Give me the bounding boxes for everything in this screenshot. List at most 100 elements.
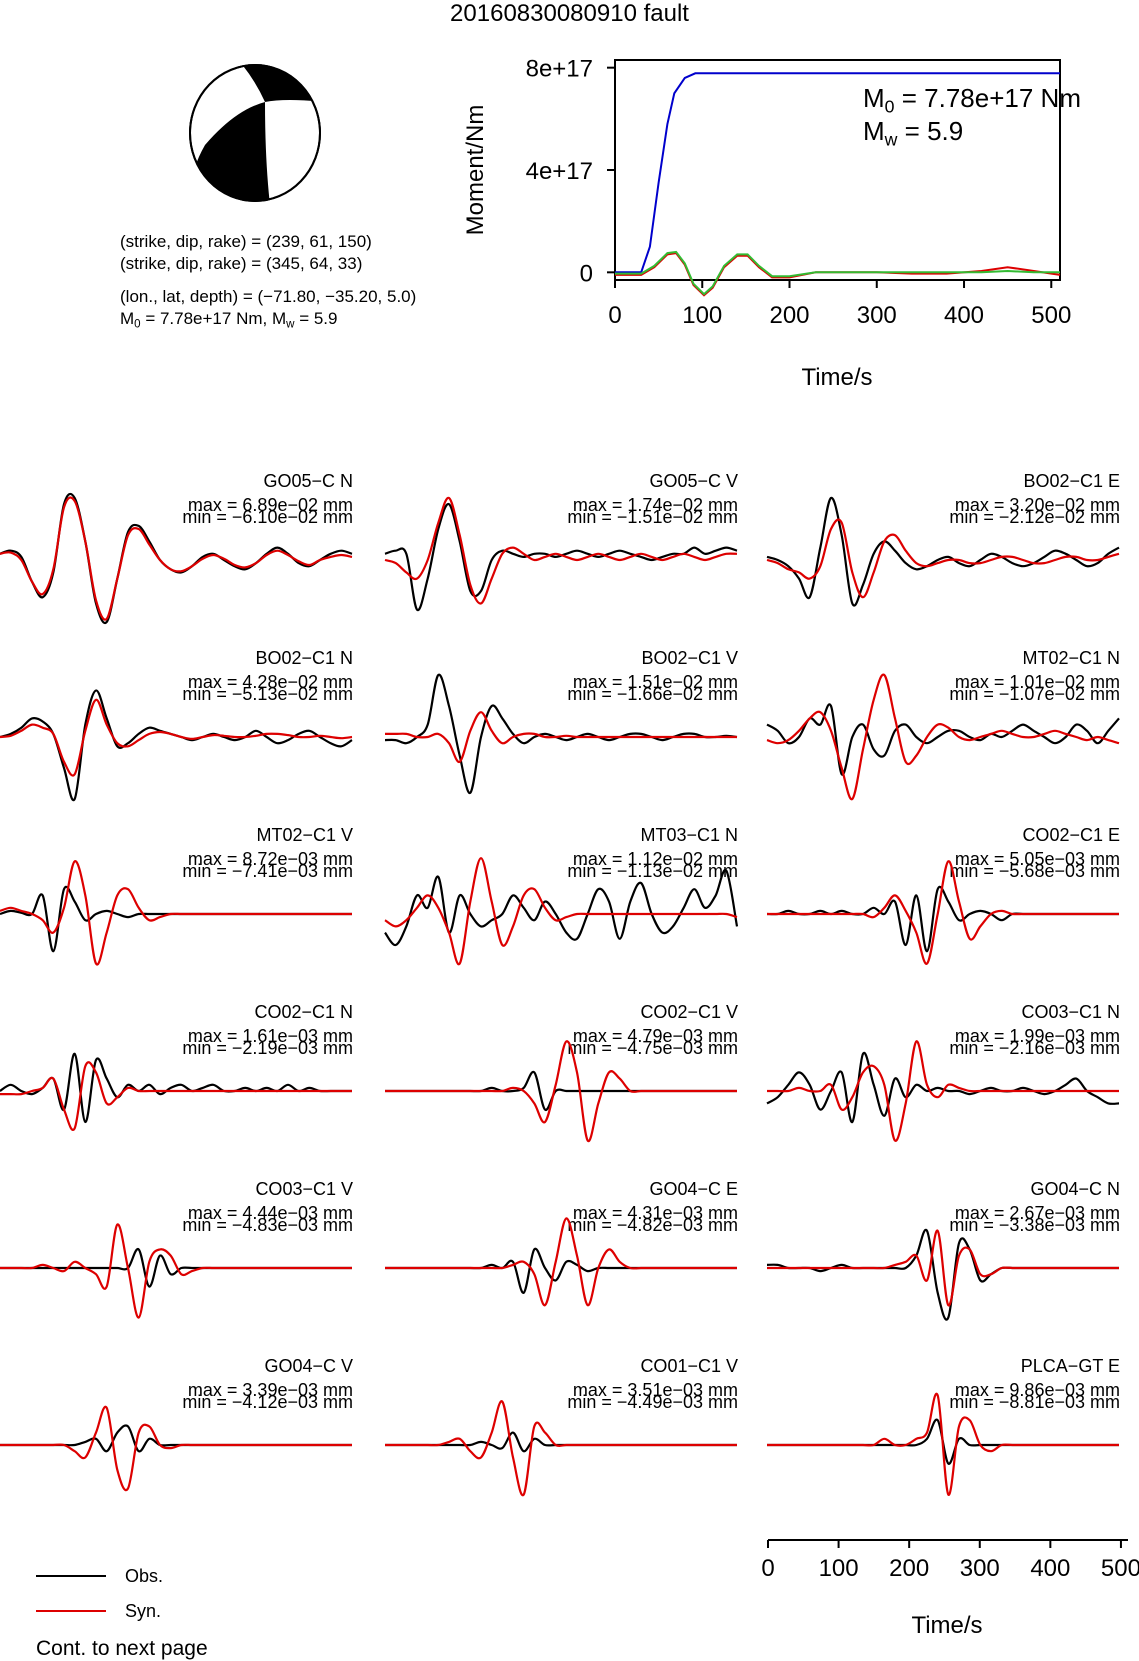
station-min: min = −5.13e−02 mm (182, 684, 353, 704)
station-max: max = 1.74e−02 mm (573, 495, 738, 515)
station-name: CO02−C1 N (254, 1002, 353, 1022)
synthetic-trace (0, 1061, 352, 1131)
observed-trace (766, 885, 1119, 953)
moment-magnitude-summary: M0 = 7.78e+17 Nm, Mw = 5.9 (120, 309, 338, 331)
observed-trace (384, 868, 739, 947)
station-min: min = −1.66e−02 mm (567, 684, 738, 704)
station-min: min = −4.49e−03 mm (567, 1392, 738, 1412)
synthetic-trace (384, 1217, 737, 1307)
observed-trace (766, 703, 1120, 776)
observed-trace (384, 1247, 737, 1294)
station-min: min = −2.19e−03 mm (182, 1038, 353, 1058)
station-min: min = −4.12e−03 mm (182, 1392, 353, 1412)
station-max: max = 4.44e−03 mm (188, 1203, 353, 1223)
synthetic-trace (766, 860, 1119, 965)
station-name: GO04−C N (1030, 1179, 1120, 1199)
station-min: min = −7.41e−03 mm (182, 861, 353, 881)
moment-function-chart: 0 100 200 300 400 500 0 4e+17 8e+17 (526, 56, 1072, 329)
station-name: GO04−C E (649, 1179, 738, 1199)
waveform-x-tick-label: 400 (1030, 1555, 1070, 1582)
station-name: CO03−C1 N (1021, 1002, 1120, 1022)
station-name: MT02−C1 V (256, 825, 353, 845)
station-min: min = −8.81e−03 mm (949, 1392, 1120, 1412)
synthetic-trace (0, 1405, 352, 1492)
legend-syn-label: Syn. (125, 1601, 162, 1621)
synthetic-trace (0, 1223, 352, 1319)
continued-note: Cont. to next page (36, 1637, 208, 1660)
moment-annotation-mw: Mw = 5.9 (863, 116, 964, 150)
station-max: max = 1.12e−02 mm (573, 849, 738, 869)
moment-x-tick-label: 300 (857, 302, 897, 329)
synthetic-trace (0, 496, 353, 621)
station-min: min = −4.83e−03 mm (182, 1215, 353, 1235)
moment-y-tick-label: 0 (580, 260, 593, 287)
station-max: max = 1.99e−03 mm (955, 1026, 1120, 1046)
station-name: BO02−C1 V (641, 648, 738, 668)
station-min: min = −1.13e−02 mm (567, 861, 738, 881)
synthetic-trace (0, 698, 353, 777)
moment-y-tick-label: 8e+17 (526, 56, 593, 83)
station-min: min = −2.12e−02 mm (949, 507, 1120, 527)
synthetic-trace (385, 711, 737, 763)
station-min: min = −1.07e−02 mm (949, 684, 1120, 704)
synthetic-trace (0, 860, 352, 966)
synthetic-trace (384, 857, 738, 966)
station-name: BO02−C1 E (1023, 471, 1120, 491)
moment-x-tick-label: 100 (682, 302, 722, 329)
station-min: min = −4.75e−03 mm (567, 1038, 738, 1058)
station-max: max = 8.72e−03 mm (188, 849, 353, 869)
waveform-x-tick-label: 100 (819, 1555, 859, 1582)
station-name: CO01−C1 V (640, 1356, 738, 1376)
legend-obs-label: Obs. (125, 1566, 164, 1586)
moment-series-1 (615, 72, 1060, 274)
nodal-plane-2: (strike, dip, rake) = (345, 64, 33) (120, 254, 363, 273)
station-name: GO05−C N (263, 471, 353, 491)
station-name: MT03−C1 N (640, 825, 738, 845)
station-max: max = 1.01e−02 mm (955, 672, 1120, 692)
station-min: min = −3.38e−03 mm (949, 1215, 1120, 1235)
moment-xlabel: Time/s (801, 364, 873, 391)
synthetic-trace (766, 1040, 1119, 1142)
moment-ylabel: Moment/Nm (462, 104, 489, 236)
station-name: CO02−C1 V (640, 1002, 738, 1022)
observed-trace (766, 1051, 1120, 1124)
waveform-xlabel: Time/s (911, 1612, 983, 1639)
observed-trace (0, 1052, 352, 1124)
waveform-x-tick-label: 500 (1101, 1555, 1139, 1582)
page-title: 20160830080910 fault (450, 0, 689, 27)
station-max: max = 2.67e−03 mm (955, 1203, 1120, 1223)
station-min: min = −5.68e−03 mm (949, 861, 1120, 881)
synthetic-trace (766, 1229, 1119, 1307)
observed-trace (0, 689, 353, 802)
station-name: PLCA−GT E (1021, 1356, 1120, 1376)
observed-trace (0, 885, 352, 953)
observed-trace (385, 1431, 737, 1453)
station-name: GO04−C V (264, 1356, 353, 1376)
observed-trace (766, 496, 1120, 607)
station-min: min = −2.16e−03 mm (949, 1038, 1120, 1058)
synthetic-trace (384, 496, 738, 605)
station-max: max = 3.20e−02 mm (955, 495, 1120, 515)
synthetic-trace (766, 518, 1120, 599)
station-max: max = 9.86e−03 mm (955, 1380, 1120, 1400)
synthetic-trace (385, 1400, 737, 1497)
station-name: GO05−C V (649, 471, 738, 491)
nodal-plane-1: (strike, dip, rake) = (239, 61, 150) (120, 232, 372, 251)
